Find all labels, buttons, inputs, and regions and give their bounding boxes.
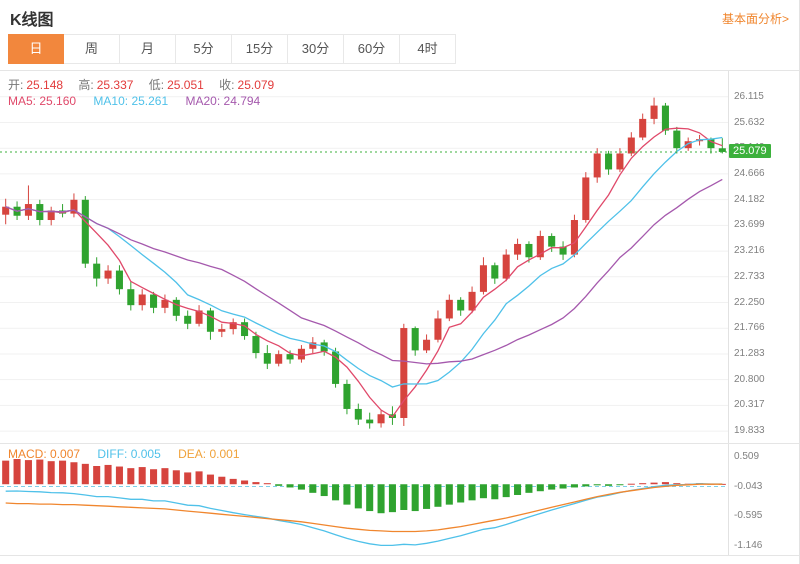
macd-axis-label: -0.043 <box>734 480 763 492</box>
macd-value: MACD: 0.007 <box>8 447 81 461</box>
price-axis-label: 24.182 <box>734 193 765 205</box>
close-label: 收: <box>219 78 235 92</box>
price-axis-label: 20.800 <box>734 373 765 385</box>
price-axis-label: 19.833 <box>734 425 765 437</box>
ma10-value: MA10: 25.261 <box>93 94 169 108</box>
ma-info-bar: MA5: 25.160 MA10: 25.261 MA20: 24.794 <box>8 94 260 108</box>
page-title: K线图 <box>10 12 54 29</box>
macd-axis-label: 0.509 <box>734 450 760 462</box>
price-axis-label: 21.766 <box>734 322 765 334</box>
header: K线图 基本面分析> <box>0 0 799 32</box>
ohlc-info-bar: 开: 25.148 高: 25.337 低: 25.051 收: 25.079 <box>8 76 274 93</box>
high-value: 25.337 <box>96 78 134 92</box>
macd-axis: 0.509 -0.043 -0.595 -1.146 <box>728 444 799 555</box>
tab-30min[interactable]: 30分 <box>288 34 344 64</box>
tab-60min[interactable]: 60分 <box>344 34 400 64</box>
fundamental-analysis-link[interactable]: 基本面分析> <box>721 11 789 26</box>
dea-value: DEA: 0.001 <box>178 447 240 461</box>
period-tabs: 日 周 月 5分 15分 30分 60分 4时 <box>0 34 799 64</box>
high-label: 高: <box>78 78 94 92</box>
low-value: 25.051 <box>167 78 204 92</box>
tab-month[interactable]: 月 <box>120 34 176 64</box>
macd-chart[interactable]: MACD: 0.007 DIFF: 0.005 DEA: 0.001 <box>0 444 728 555</box>
tab-5min[interactable]: 5分 <box>176 34 232 64</box>
price-axis-label: 23.699 <box>734 219 765 231</box>
price-axis-label: 25.632 <box>734 116 765 128</box>
candlestick-canvas[interactable] <box>0 71 728 443</box>
low-label: 低: <box>148 78 165 92</box>
price-axis-label: 23.216 <box>734 245 765 257</box>
price-axis: 25.079 26.11525.63225.14924.66624.18223.… <box>728 71 799 443</box>
open-value: 25.148 <box>26 78 64 92</box>
tab-15min[interactable]: 15分 <box>232 34 288 64</box>
price-axis-label: 22.250 <box>734 296 765 308</box>
price-axis-label: 24.666 <box>734 167 765 179</box>
price-axis-label: 22.733 <box>734 270 765 282</box>
macd-axis-label: -1.146 <box>734 539 763 551</box>
price-axis-label: 21.283 <box>734 347 765 359</box>
diff-value: DIFF: 0.005 <box>97 447 161 461</box>
macd-axis-label: -0.595 <box>734 510 763 522</box>
tab-4hour[interactable]: 4时 <box>400 34 456 64</box>
current-price-tag: 25.079 <box>729 143 771 158</box>
macd-canvas[interactable] <box>0 444 728 554</box>
ma20-value: MA20: 24.794 <box>185 94 261 108</box>
close-value: 25.079 <box>237 78 275 92</box>
tab-week[interactable]: 周 <box>64 34 120 64</box>
open-label: 开: <box>8 78 24 92</box>
price-axis-label: 20.317 <box>734 399 765 411</box>
ma5-value: MA5: 25.160 <box>8 94 77 108</box>
price-axis-label: 26.115 <box>734 90 764 102</box>
chart-area: 开: 25.148 高: 25.337 低: 25.051 收: 25.079 MA5:… <box>0 70 799 556</box>
tab-day[interactable]: 日 <box>8 34 64 64</box>
macd-info-bar: MACD: 0.007 DIFF: 0.005 DEA: 0.001 <box>8 447 240 461</box>
candlestick-chart[interactable]: 开: 25.148 高: 25.337 低: 25.051 收: 25.079 MA5:… <box>0 71 728 443</box>
